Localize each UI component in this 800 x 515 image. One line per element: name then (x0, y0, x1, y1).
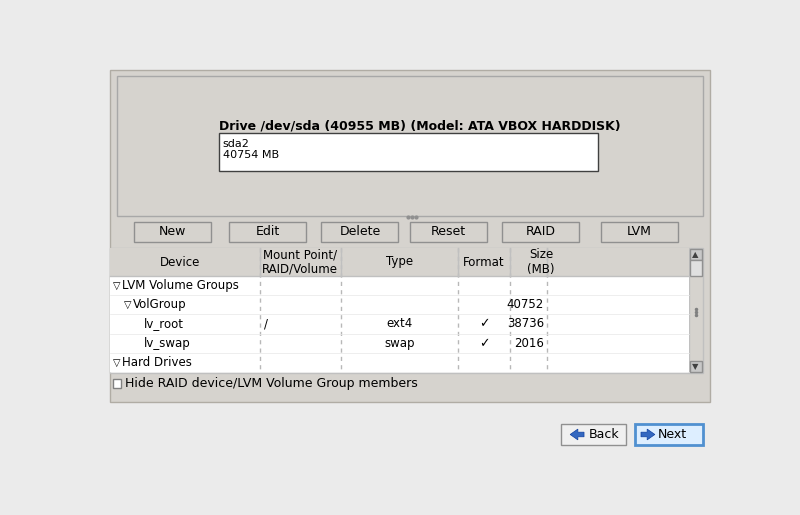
Text: VolGroup: VolGroup (133, 298, 186, 311)
Text: lv_root: lv_root (143, 317, 183, 331)
Bar (110, 295, 689, 314)
Bar (689, 248, 702, 373)
Bar (322, 222, 398, 242)
Text: ✓: ✓ (478, 337, 489, 350)
Bar (110, 70, 710, 402)
Polygon shape (570, 429, 584, 440)
Bar (690, 362, 702, 372)
Text: RAID: RAID (526, 226, 556, 238)
Bar (110, 334, 689, 353)
Text: 40752: 40752 (506, 298, 544, 311)
Bar (502, 222, 579, 242)
Text: Hard Drives: Hard Drives (122, 356, 192, 369)
Text: ▽: ▽ (123, 300, 131, 310)
Text: LVM: LVM (627, 226, 652, 238)
Bar (110, 314, 689, 334)
Polygon shape (641, 429, 655, 440)
Text: ▽: ▽ (113, 357, 120, 368)
Bar (134, 222, 211, 242)
Bar (601, 222, 678, 242)
Bar (219, 133, 598, 171)
Text: sda2: sda2 (223, 139, 250, 149)
Bar (410, 222, 487, 242)
Text: Delete: Delete (339, 226, 381, 238)
Text: Back: Back (589, 428, 619, 441)
Text: LVM Volume Groups: LVM Volume Groups (122, 279, 239, 292)
Text: Type: Type (386, 255, 413, 268)
Bar (110, 276, 689, 295)
Bar (110, 353, 689, 372)
Text: Mount Point/
RAID/Volume: Mount Point/ RAID/Volume (262, 248, 338, 276)
Bar (229, 222, 306, 242)
Text: New: New (159, 226, 186, 238)
Text: ▲: ▲ (693, 250, 699, 259)
Bar (118, 76, 702, 216)
Text: Reset: Reset (431, 226, 466, 238)
Text: Format: Format (463, 255, 505, 268)
Text: /: / (265, 317, 269, 331)
Text: ▽: ▽ (113, 281, 120, 290)
Text: lv_swap: lv_swap (143, 337, 190, 350)
Text: ✓: ✓ (478, 317, 489, 331)
Bar (635, 424, 702, 445)
Text: Drive /dev/sda (40955 MB) (Model: ATA VBOX HARDDISK): Drive /dev/sda (40955 MB) (Model: ATA VB… (219, 119, 621, 132)
Text: 40754 MB: 40754 MB (223, 150, 279, 160)
Bar (690, 249, 702, 260)
Text: ext4: ext4 (386, 317, 412, 331)
Text: Next: Next (658, 428, 687, 441)
Text: Size
(MB): Size (MB) (527, 248, 554, 276)
Bar (110, 248, 689, 276)
Bar (113, 379, 122, 387)
Bar (690, 261, 702, 276)
Text: ▼: ▼ (693, 362, 699, 371)
Text: Edit: Edit (255, 226, 280, 238)
Text: 2016: 2016 (514, 337, 544, 350)
Text: swap: swap (384, 337, 414, 350)
Bar (110, 248, 689, 373)
Text: 38736: 38736 (507, 317, 544, 331)
Text: Hide RAID device/LVM Volume Group members: Hide RAID device/LVM Volume Group member… (125, 377, 418, 390)
Bar (561, 424, 626, 445)
Text: Device: Device (160, 255, 201, 268)
